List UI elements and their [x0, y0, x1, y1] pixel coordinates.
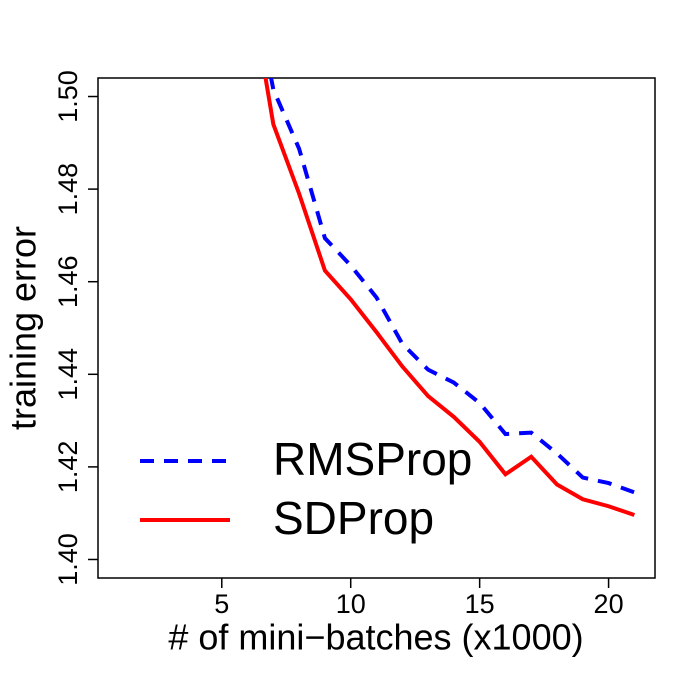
y-tick-label: 1.40 — [53, 533, 83, 586]
y-tick-label: 1.46 — [53, 255, 83, 308]
y-tick-label: 1.48 — [53, 163, 83, 216]
data-line — [269, 78, 636, 495]
x-tick-label: 20 — [594, 589, 624, 619]
x-tick-label: 5 — [214, 589, 229, 619]
y-tick-label: 1.44 — [53, 348, 83, 401]
plot-frame — [97, 77, 656, 579]
legend-label: SDProp — [273, 492, 434, 544]
x-tick-label: 10 — [336, 589, 366, 619]
legend-label: RMSProp — [273, 433, 472, 485]
y-tick-label: 1.50 — [53, 70, 83, 123]
x-tick-label: 15 — [465, 589, 495, 619]
plot-area — [263, 78, 636, 517]
data-line — [263, 78, 636, 517]
y-axis-label: training error — [3, 226, 44, 430]
y-tick-label: 1.42 — [53, 441, 83, 494]
x-axis-label: # of mini−batches (x1000) — [168, 617, 583, 658]
